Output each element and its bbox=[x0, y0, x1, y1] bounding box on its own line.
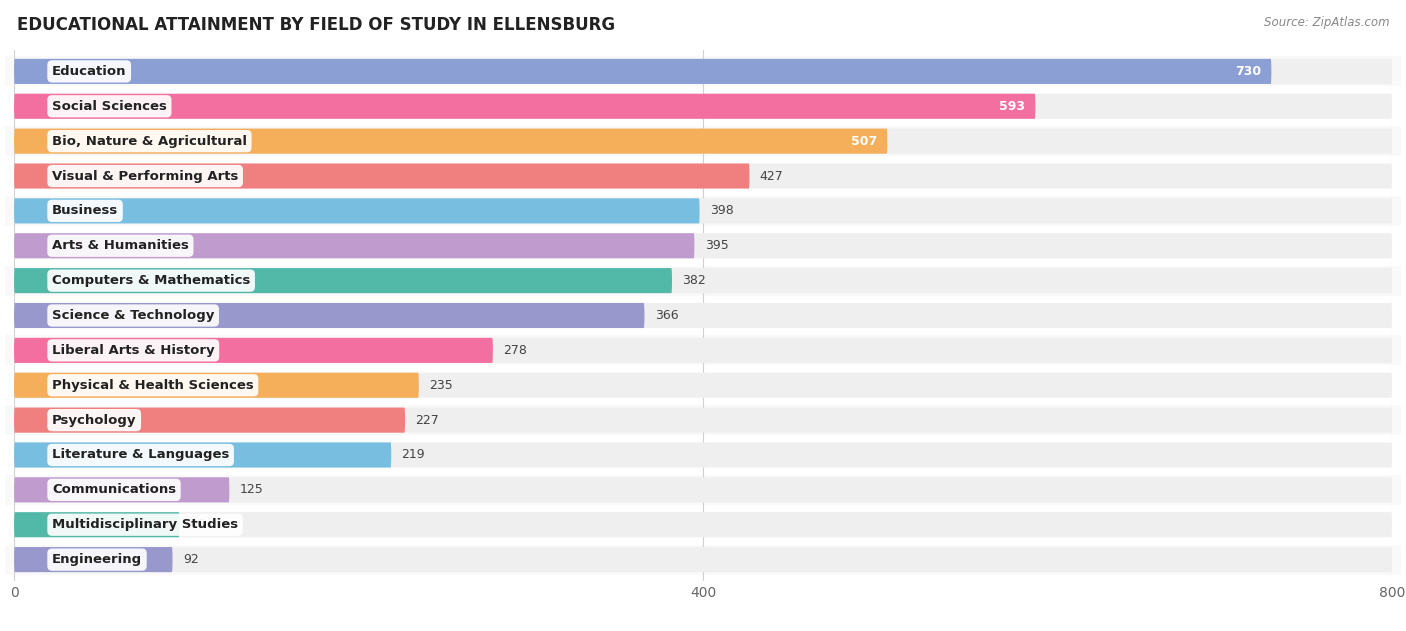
FancyBboxPatch shape bbox=[6, 91, 1400, 121]
FancyBboxPatch shape bbox=[14, 442, 1392, 468]
FancyBboxPatch shape bbox=[6, 126, 1400, 156]
FancyBboxPatch shape bbox=[6, 336, 1400, 365]
FancyBboxPatch shape bbox=[14, 477, 1392, 502]
FancyBboxPatch shape bbox=[6, 475, 1400, 505]
FancyBboxPatch shape bbox=[14, 547, 173, 572]
FancyBboxPatch shape bbox=[14, 373, 419, 398]
Text: Computers & Mathematics: Computers & Mathematics bbox=[52, 274, 250, 287]
FancyBboxPatch shape bbox=[6, 56, 1400, 86]
Text: 278: 278 bbox=[503, 344, 527, 357]
FancyBboxPatch shape bbox=[6, 510, 1400, 540]
Text: Education: Education bbox=[52, 65, 127, 78]
FancyBboxPatch shape bbox=[14, 442, 391, 468]
FancyBboxPatch shape bbox=[14, 129, 1392, 154]
FancyBboxPatch shape bbox=[6, 370, 1400, 400]
FancyBboxPatch shape bbox=[14, 233, 695, 258]
Text: Social Sciences: Social Sciences bbox=[52, 100, 167, 113]
Text: Engineering: Engineering bbox=[52, 553, 142, 566]
FancyBboxPatch shape bbox=[6, 196, 1400, 226]
Text: 125: 125 bbox=[239, 483, 263, 497]
Text: Liberal Arts & History: Liberal Arts & History bbox=[52, 344, 215, 357]
Text: 96: 96 bbox=[190, 518, 205, 531]
FancyBboxPatch shape bbox=[14, 408, 1392, 433]
FancyBboxPatch shape bbox=[14, 477, 229, 502]
FancyBboxPatch shape bbox=[14, 268, 1392, 293]
Text: Source: ZipAtlas.com: Source: ZipAtlas.com bbox=[1264, 16, 1389, 29]
FancyBboxPatch shape bbox=[14, 338, 1392, 363]
FancyBboxPatch shape bbox=[14, 547, 1392, 572]
Text: 366: 366 bbox=[655, 309, 679, 322]
Text: 227: 227 bbox=[415, 413, 439, 427]
Text: Communications: Communications bbox=[52, 483, 176, 497]
FancyBboxPatch shape bbox=[6, 440, 1400, 470]
Text: 730: 730 bbox=[1234, 65, 1261, 78]
FancyBboxPatch shape bbox=[14, 408, 405, 433]
FancyBboxPatch shape bbox=[14, 512, 1392, 537]
Text: 427: 427 bbox=[759, 170, 783, 182]
Text: Arts & Humanities: Arts & Humanities bbox=[52, 239, 188, 252]
FancyBboxPatch shape bbox=[6, 266, 1400, 296]
FancyBboxPatch shape bbox=[14, 163, 1392, 189]
FancyBboxPatch shape bbox=[14, 373, 1392, 398]
FancyBboxPatch shape bbox=[14, 268, 672, 293]
FancyBboxPatch shape bbox=[14, 198, 700, 223]
FancyBboxPatch shape bbox=[6, 161, 1400, 191]
FancyBboxPatch shape bbox=[14, 303, 1392, 328]
FancyBboxPatch shape bbox=[14, 59, 1271, 84]
Text: EDUCATIONAL ATTAINMENT BY FIELD OF STUDY IN ELLENSBURG: EDUCATIONAL ATTAINMENT BY FIELD OF STUDY… bbox=[17, 16, 614, 34]
Text: Literature & Languages: Literature & Languages bbox=[52, 449, 229, 461]
Text: 593: 593 bbox=[1000, 100, 1025, 113]
FancyBboxPatch shape bbox=[14, 338, 494, 363]
FancyBboxPatch shape bbox=[6, 231, 1400, 261]
FancyBboxPatch shape bbox=[14, 198, 1392, 223]
Text: Multidisciplinary Studies: Multidisciplinary Studies bbox=[52, 518, 238, 531]
Text: 507: 507 bbox=[851, 134, 877, 148]
Text: Psychology: Psychology bbox=[52, 413, 136, 427]
Text: Visual & Performing Arts: Visual & Performing Arts bbox=[52, 170, 239, 182]
FancyBboxPatch shape bbox=[14, 94, 1392, 119]
Text: 92: 92 bbox=[183, 553, 198, 566]
Text: Science & Technology: Science & Technology bbox=[52, 309, 214, 322]
FancyBboxPatch shape bbox=[14, 129, 887, 154]
Text: 219: 219 bbox=[402, 449, 425, 461]
Text: 382: 382 bbox=[682, 274, 706, 287]
Text: 235: 235 bbox=[429, 379, 453, 392]
FancyBboxPatch shape bbox=[14, 94, 1035, 119]
FancyBboxPatch shape bbox=[6, 300, 1400, 331]
Text: Business: Business bbox=[52, 204, 118, 218]
FancyBboxPatch shape bbox=[14, 303, 644, 328]
FancyBboxPatch shape bbox=[14, 233, 1392, 258]
FancyBboxPatch shape bbox=[14, 163, 749, 189]
FancyBboxPatch shape bbox=[14, 512, 180, 537]
Text: Physical & Health Sciences: Physical & Health Sciences bbox=[52, 379, 253, 392]
FancyBboxPatch shape bbox=[6, 545, 1400, 575]
Text: 398: 398 bbox=[710, 204, 734, 218]
FancyBboxPatch shape bbox=[6, 405, 1400, 435]
FancyBboxPatch shape bbox=[14, 59, 1392, 84]
Text: 395: 395 bbox=[704, 239, 728, 252]
Text: Bio, Nature & Agricultural: Bio, Nature & Agricultural bbox=[52, 134, 247, 148]
